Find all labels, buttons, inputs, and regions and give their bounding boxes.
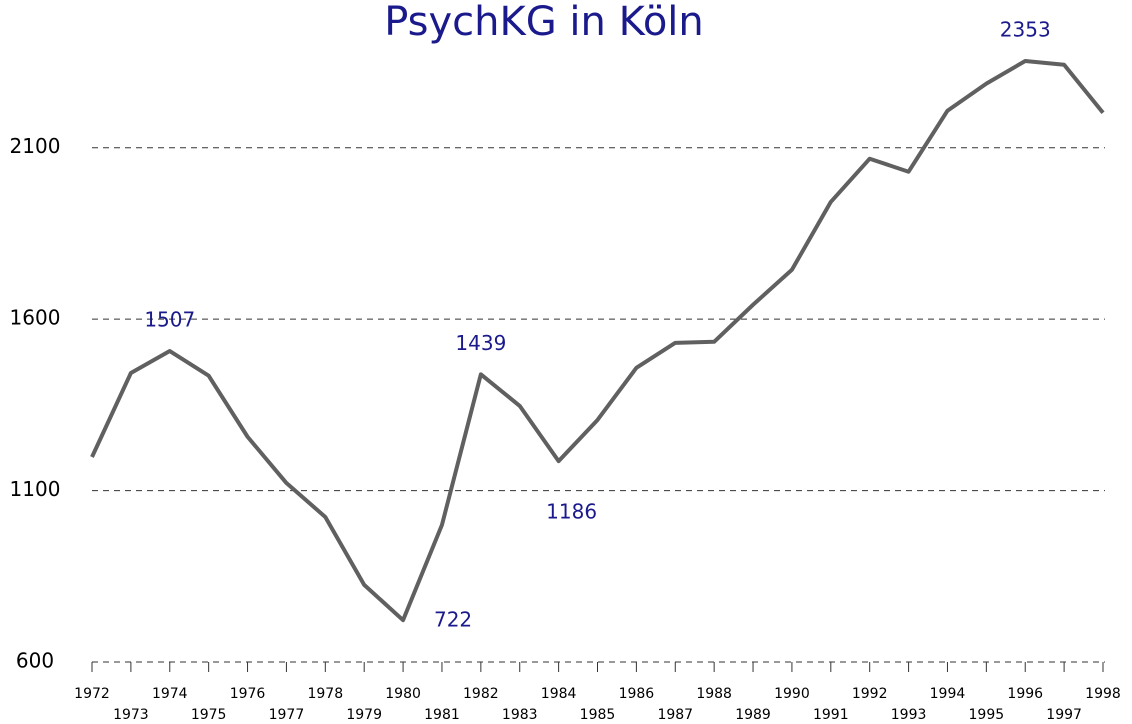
value-label: 1507 xyxy=(144,308,195,332)
x-tick-label: 1974 xyxy=(152,686,188,702)
y-tick-label: 2100 xyxy=(10,134,61,158)
x-tick-label: 1988 xyxy=(696,686,732,702)
data-line xyxy=(90,59,1105,623)
value-label: 2353 xyxy=(1000,18,1051,42)
x-tick-label: 1975 xyxy=(191,707,227,723)
x-tick-label: 1989 xyxy=(735,707,771,723)
x-tick-label: 1994 xyxy=(930,686,966,702)
x-tick-label: 1980 xyxy=(385,686,421,702)
value-label: 1186 xyxy=(546,500,597,524)
x-tick-label: 1972 xyxy=(74,686,110,702)
x-tick-label: 1977 xyxy=(269,707,305,723)
x-tick-label: 1984 xyxy=(541,686,577,702)
x-tick-label: 1993 xyxy=(891,707,927,723)
x-tick-label: 1986 xyxy=(619,686,655,702)
x-tick-label: 1978 xyxy=(307,686,343,702)
value-label: 1439 xyxy=(455,331,506,355)
x-tick-label: 1983 xyxy=(502,707,538,723)
x-tick-label: 1991 xyxy=(813,707,849,723)
x-tick-label: 1976 xyxy=(230,686,266,702)
x-tick-label: 1998 xyxy=(1085,686,1121,702)
x-tick-label: 1995 xyxy=(969,707,1005,723)
x-tick-label: 1982 xyxy=(463,686,499,702)
y-tick-label: 1600 xyxy=(10,306,61,330)
y-tick-label: 1100 xyxy=(10,477,61,501)
x-tick-label: 1973 xyxy=(113,707,149,723)
x-tick-label: 1987 xyxy=(657,707,693,723)
x-tick-label: 1992 xyxy=(852,686,888,702)
x-tick-label: 1990 xyxy=(774,686,810,702)
x-tick-label: 1985 xyxy=(580,707,616,723)
x-tick-label: 1981 xyxy=(424,707,460,723)
y-tick-label: 600 xyxy=(16,649,54,673)
x-tick-label: 1996 xyxy=(1007,686,1043,702)
chart-title: PsychKG in Köln xyxy=(384,0,704,45)
x-tick-label: 1979 xyxy=(346,707,382,723)
x-tick-label: 1997 xyxy=(1046,707,1082,723)
value-label: 722 xyxy=(434,608,472,632)
